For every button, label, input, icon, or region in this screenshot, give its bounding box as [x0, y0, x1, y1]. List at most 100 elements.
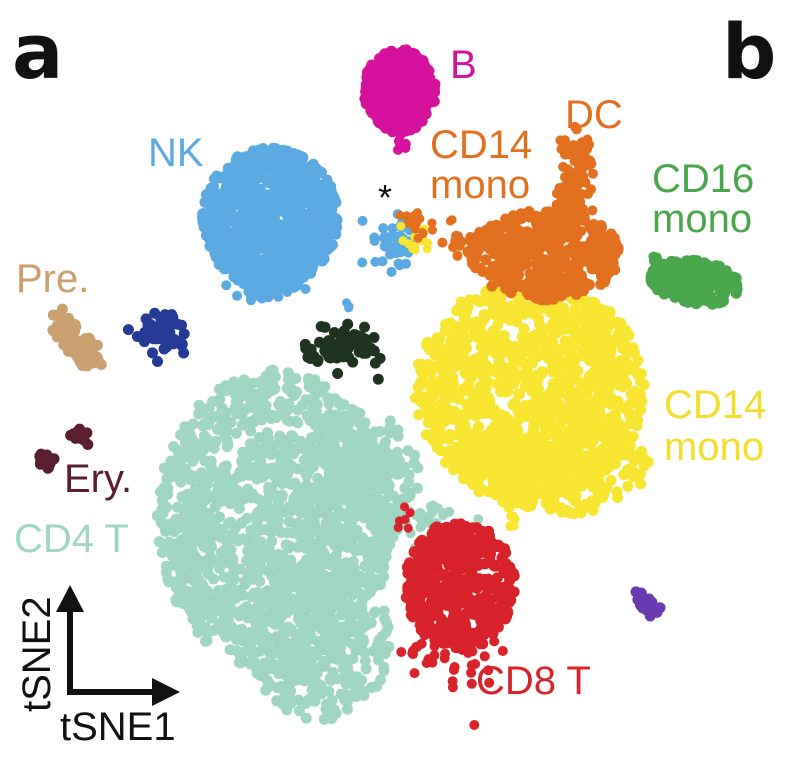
point-cd8-t	[507, 570, 518, 581]
point-cd4-t	[219, 584, 231, 596]
point-cd8-t	[488, 603, 500, 615]
point-cd4-t	[202, 560, 214, 572]
point-cd14-mono	[563, 506, 575, 518]
point-cd4-t	[228, 588, 240, 600]
point-cd14-mono-top	[493, 275, 505, 287]
point-dc	[586, 158, 597, 169]
point-cd4-t	[378, 605, 390, 617]
point-cd4-t	[425, 509, 436, 520]
point-cd14-mono-top	[477, 265, 489, 277]
point-cd14-mono-top	[583, 239, 595, 251]
point-cd14-mono	[451, 360, 462, 372]
point-cd14-mono	[501, 347, 513, 358]
point-cd4-t	[283, 621, 295, 633]
point-cd8-t	[488, 560, 500, 571]
point-cd4-t	[215, 547, 227, 559]
point-cd14-mono	[566, 456, 578, 468]
point-cd4-t	[173, 518, 185, 530]
point-cd14-mono	[512, 406, 524, 418]
point-cd14-mono-top	[588, 220, 600, 232]
point-cd14-mono	[440, 382, 452, 394]
point-cd4-t	[279, 689, 291, 701]
point-cd14-mono	[624, 417, 636, 428]
point-cd14-mono	[435, 445, 447, 457]
point-cd4-t	[374, 426, 386, 437]
point-cd4-t	[289, 628, 301, 640]
point-cd14-mono	[612, 328, 624, 340]
point-cd4-t	[274, 436, 286, 448]
point-cd4-t	[348, 680, 360, 692]
point-cd4-t	[307, 620, 319, 632]
point-cd4-t	[321, 557, 333, 569]
point-cd4-t	[276, 489, 288, 501]
point-cd14-mono	[521, 339, 532, 351]
point-cd4-t	[323, 457, 335, 469]
point-cd14-mono	[537, 405, 549, 417]
point-dc	[570, 142, 581, 153]
point-cd14-mono	[433, 342, 445, 354]
point-cd4-t	[260, 684, 272, 696]
point-cd4-t	[298, 581, 310, 593]
point-cd14-mono	[586, 296, 598, 308]
point-cd4-t	[350, 489, 362, 501]
point-cd4-t	[339, 410, 351, 422]
point-cd14-mono	[578, 502, 589, 514]
point-dc	[574, 152, 585, 163]
point-cd14-mono	[535, 487, 547, 499]
point-cd8-t	[405, 577, 416, 588]
point-cd4-t	[296, 600, 308, 612]
point-cd4-t	[166, 550, 178, 562]
point-cd14-mono	[434, 361, 445, 373]
point-cd14-mono	[577, 345, 589, 357]
point-cd4-t	[262, 675, 274, 687]
point-cd4-t	[231, 625, 243, 637]
point-cd4-t	[242, 545, 254, 557]
point-cd14-mono-top	[507, 280, 519, 292]
point-cd14-mono	[539, 472, 551, 484]
point-cd4-t	[365, 617, 377, 629]
point-cd14-mono-top	[536, 294, 548, 306]
point-cd4-t	[354, 454, 366, 465]
point-cd4-t	[341, 420, 353, 432]
point-cd14-mono	[445, 335, 457, 346]
point-cd4-t	[227, 486, 239, 498]
point-cd14-mono-top	[488, 240, 499, 251]
point-cd14-mono	[458, 408, 470, 420]
point-cd4-t	[332, 396, 344, 408]
point-cd4-t	[304, 488, 316, 500]
point-cd4-t	[210, 594, 222, 606]
point-cd4-t	[309, 572, 321, 584]
point-cd14-mono	[622, 480, 634, 492]
point-cd4-t	[270, 472, 282, 484]
point-cd14-mono-top	[453, 231, 463, 242]
point-cd14-mono	[532, 329, 543, 341]
point-cd4-t	[228, 573, 240, 585]
point-cd4-t	[373, 484, 385, 496]
point-cd14-mono-top	[512, 214, 524, 226]
point-cd14-mono	[488, 435, 500, 447]
point-cd4-t	[328, 440, 340, 452]
point-cd4-t	[181, 467, 193, 479]
point-cd4-t	[285, 655, 297, 666]
point-cd4-t	[344, 527, 356, 539]
point-cd8-t	[434, 613, 445, 624]
point-cd4-t	[292, 417, 304, 429]
point-cd4-t	[238, 533, 250, 545]
point-cd8-t	[416, 600, 427, 612]
point-dc	[575, 196, 586, 207]
point-cd4-t	[157, 507, 169, 519]
point-cd14-mono	[513, 307, 525, 319]
point-cd8-t	[500, 610, 511, 621]
point-cd4-t	[300, 662, 312, 673]
point-cd8-t	[463, 635, 474, 646]
point-cd16-mono	[672, 291, 684, 303]
point-cd14-mono	[516, 356, 528, 368]
point-cd4-t	[317, 588, 329, 600]
point-cd8-t	[452, 563, 464, 574]
point-cd4-t	[381, 617, 392, 629]
point-cd4-t	[300, 712, 312, 724]
point-cd14-mono	[582, 450, 594, 462]
point-cd4-t	[340, 474, 352, 486]
point-cd4-t	[331, 501, 343, 513]
point-cd4-t	[392, 430, 404, 442]
